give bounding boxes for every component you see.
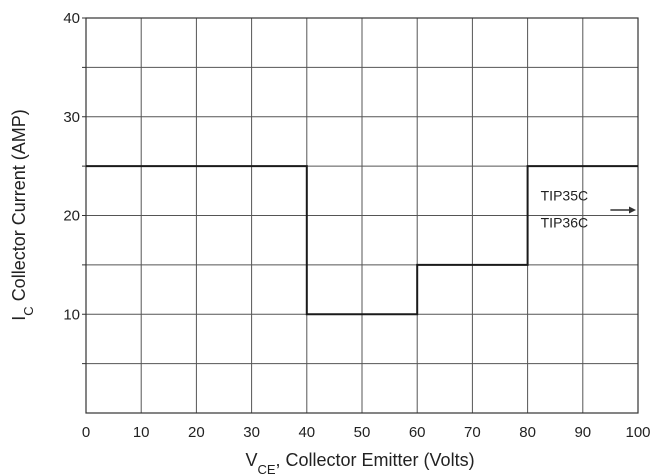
x-tick-label: 0 <box>82 424 90 441</box>
annotation-label: TIP36C <box>541 214 588 230</box>
x-tick-label: 40 <box>298 424 315 441</box>
x-tick-label: 20 <box>188 424 205 441</box>
x-tick-labels: 0 10 20 30 40 50 60 70 80 90 100 <box>82 424 651 441</box>
x-tick-label: 70 <box>464 424 481 441</box>
y-axis-title-main: I <box>9 316 29 321</box>
y-axis-title: IC Collector Current (AMP) <box>9 109 36 320</box>
annotations: TIP35C TIP36C <box>541 188 636 230</box>
x-axis-title-rest: , Collector Emitter (Volts) <box>276 450 475 470</box>
x-axis-title-subscript: CE <box>257 462 275 474</box>
x-tick-label: 100 <box>625 424 650 441</box>
y-tick-label: 20 <box>63 208 80 225</box>
x-tick-label: 10 <box>133 424 150 441</box>
x-tick-label: 80 <box>519 424 536 441</box>
annotation-label: TIP35C <box>541 188 588 204</box>
y-tick-label: 10 <box>63 306 80 323</box>
y-axis-title-rest: Collector Current (AMP) <box>9 109 29 306</box>
x-axis-title: VCE, Collector Emitter (Volts) <box>245 450 474 474</box>
x-tick-label: 60 <box>409 424 426 441</box>
annotation-arrowhead <box>629 206 636 214</box>
x-tick-label: 50 <box>354 424 371 441</box>
y-tick-label: 30 <box>63 109 80 126</box>
series-layer <box>86 165 638 316</box>
x-axis-title-main: V <box>245 450 257 470</box>
y-axis-title-subscript: C <box>21 306 36 315</box>
series-line <box>86 165 638 316</box>
x-tick-label: 90 <box>574 424 591 441</box>
x-tick-label: 30 <box>243 424 260 441</box>
y-tick-labels: 10 20 30 40 <box>63 10 80 323</box>
y-tick-label: 40 <box>63 10 80 27</box>
